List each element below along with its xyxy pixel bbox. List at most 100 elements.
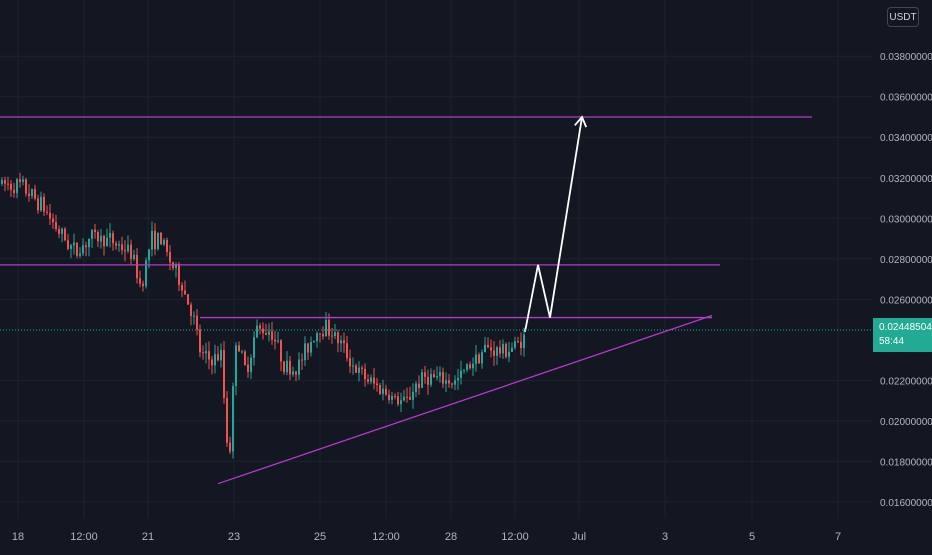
candle-up xyxy=(370,377,372,382)
support-trendline xyxy=(217,314,713,485)
candle-up xyxy=(403,396,405,401)
candle-down xyxy=(301,359,303,361)
candle-up xyxy=(61,228,63,234)
candle-down xyxy=(397,396,399,405)
candle-down xyxy=(181,284,183,291)
candle-up xyxy=(400,400,402,405)
candle-down xyxy=(19,179,21,182)
y-tick-label: 0.02000000 xyxy=(880,417,932,428)
candle-down xyxy=(367,379,369,382)
candle-down xyxy=(208,351,210,360)
candle-down xyxy=(490,347,492,351)
x-tick-label: 28 xyxy=(445,531,457,543)
candle-down xyxy=(328,319,330,336)
candle-up xyxy=(232,386,234,452)
candle-down xyxy=(394,396,396,398)
candle-down xyxy=(67,240,69,249)
candle-down xyxy=(331,335,333,337)
candle-down xyxy=(271,331,273,340)
candle-up xyxy=(454,380,456,385)
currency-badge[interactable]: USDT xyxy=(887,7,919,27)
candle-up xyxy=(484,344,486,353)
candle-up xyxy=(475,354,477,364)
candle-up xyxy=(82,245,84,254)
candle-down xyxy=(202,352,204,354)
candle-down xyxy=(223,349,225,398)
candle-up xyxy=(157,232,159,250)
candle-up xyxy=(193,315,195,317)
candle-up xyxy=(118,244,120,246)
candle-up xyxy=(358,367,360,373)
candle-down xyxy=(418,383,420,388)
candle-down xyxy=(229,442,231,452)
candle-up xyxy=(256,325,258,338)
candle-down xyxy=(424,372,426,377)
candle-down xyxy=(46,211,48,213)
candle-up xyxy=(436,376,438,378)
candle-up xyxy=(205,351,207,354)
candle-down xyxy=(25,179,27,194)
candle-down xyxy=(85,245,87,248)
candle-up xyxy=(391,396,393,400)
candle-down xyxy=(190,304,192,316)
candle-up xyxy=(460,370,462,378)
candle-up xyxy=(148,249,150,261)
candle-up xyxy=(145,260,147,287)
candle-down xyxy=(4,180,6,184)
y-tick-label: 0.03400000 xyxy=(880,133,932,144)
candle-down xyxy=(244,351,246,365)
y-tick-label: 0.01800000 xyxy=(880,457,932,468)
candle-down xyxy=(520,341,522,349)
candle-up xyxy=(481,352,483,364)
candle-down xyxy=(55,222,57,230)
candle-down xyxy=(343,340,345,344)
candle-down xyxy=(211,359,213,366)
candle-down xyxy=(10,183,12,190)
candle-up xyxy=(304,343,306,361)
candle-down xyxy=(238,345,240,352)
candle-up xyxy=(334,332,336,337)
candle-up xyxy=(511,347,513,352)
candle-down xyxy=(409,396,411,400)
candle-down xyxy=(34,189,36,199)
x-tick-label: 5 xyxy=(749,531,755,543)
candle-down xyxy=(64,228,66,241)
candle-down xyxy=(406,396,408,398)
candle-up xyxy=(421,372,423,388)
candle-down xyxy=(37,198,39,211)
candle-down xyxy=(346,343,348,359)
last-price-label: 0.02448504 58:44 xyxy=(873,318,932,352)
candle-up xyxy=(412,391,414,400)
candle-up xyxy=(352,365,354,367)
candle-down xyxy=(49,212,51,219)
candle-down xyxy=(283,361,285,373)
candle-down xyxy=(259,325,261,329)
candle-down xyxy=(94,229,96,232)
candle-up xyxy=(466,364,468,370)
candle-down xyxy=(166,239,168,252)
x-tick-label: Jul xyxy=(572,531,586,543)
candle-up xyxy=(106,237,108,247)
candle-down xyxy=(217,354,219,361)
candle-up xyxy=(250,357,252,372)
x-tick-label: 23 xyxy=(228,531,240,543)
y-tick-label: 0.03000000 xyxy=(880,214,932,225)
candle-up xyxy=(70,245,72,249)
candle-up xyxy=(88,238,90,248)
candle-down xyxy=(136,254,138,279)
candle-up xyxy=(175,264,177,269)
candle-down xyxy=(52,218,54,223)
candle-down xyxy=(103,235,105,247)
candle-up xyxy=(133,254,135,259)
candle-up xyxy=(286,360,288,373)
y-tick-label: 0.02600000 xyxy=(880,295,932,306)
candle-down xyxy=(322,334,324,337)
candle-up xyxy=(1,180,3,184)
candle-up xyxy=(508,351,510,357)
candle-up xyxy=(292,371,294,375)
candle-up xyxy=(325,319,327,337)
candle-down xyxy=(265,333,267,335)
candle-down xyxy=(112,233,114,244)
